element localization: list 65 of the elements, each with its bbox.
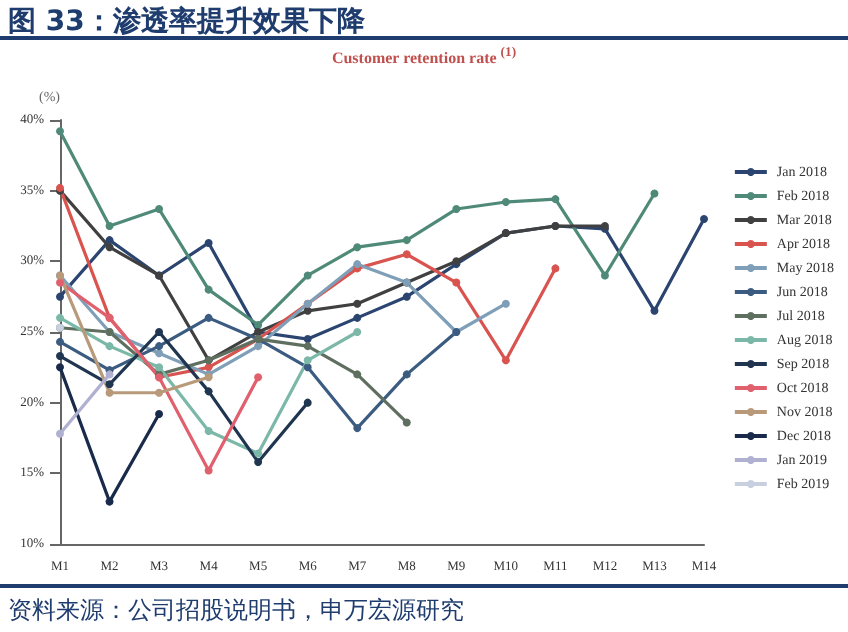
point [303,306,312,315]
point [105,222,114,230]
point [353,328,362,336]
point [303,335,312,344]
point [303,398,312,407]
point [105,236,114,245]
point [155,205,164,214]
point [600,271,609,280]
point [105,243,114,252]
point [353,370,362,379]
point [56,337,64,346]
point [650,189,659,198]
point [155,328,164,336]
point [303,356,312,365]
chart-title: 图 33：渗透率提升效果下降 [0,0,848,40]
text: 资料来源：公司招股说明书，申万宏源研究 [8,596,464,624]
point [155,363,164,372]
point [254,320,263,329]
point [56,352,64,361]
point [501,299,510,308]
point [353,313,362,322]
point [56,292,64,301]
point [303,342,312,351]
point [501,356,510,365]
point [204,387,213,396]
point [204,426,213,435]
point [353,243,362,252]
point [56,429,64,438]
point [700,214,708,223]
point [204,285,213,294]
point [551,264,560,273]
point [155,409,164,418]
point [56,278,64,287]
point [303,363,312,372]
point [551,195,560,204]
point [105,380,114,389]
point [155,342,164,351]
point [204,313,213,322]
point [303,271,312,280]
point [452,278,461,287]
point [353,424,362,433]
point [56,313,64,322]
point [254,373,263,382]
point [204,238,213,247]
point [402,418,411,427]
point [56,363,64,372]
point [501,197,510,206]
point [254,342,263,351]
point [56,127,64,136]
point [155,349,164,358]
point [204,466,213,475]
point [650,306,659,315]
point [254,449,263,458]
chart-subtitle: Customer retention rate $^{(1)}$ [329,44,519,72]
point [402,250,411,259]
point [353,299,362,308]
point [105,497,114,506]
point [105,388,114,397]
point [155,388,164,397]
point [402,292,411,301]
point [452,205,461,214]
point [254,458,263,467]
point [105,342,114,351]
point [402,370,411,379]
point [402,236,411,245]
